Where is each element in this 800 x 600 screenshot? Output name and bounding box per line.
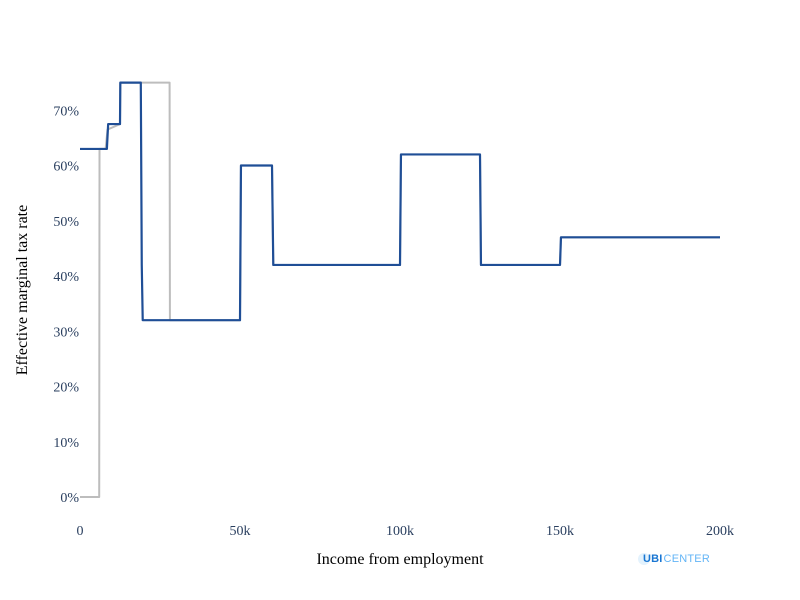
- y-tick-label: 40%: [53, 270, 79, 285]
- y-tick-label: 50%: [53, 215, 79, 230]
- x-tick-label: 0: [77, 524, 84, 539]
- y-tick-label: 20%: [53, 381, 79, 396]
- series-line-1: [80, 81, 720, 498]
- ubi-center-logo: UBI CENTER: [638, 553, 710, 565]
- y-tick-label: 30%: [53, 325, 79, 340]
- x-tick-label: 50k: [230, 524, 251, 539]
- y-axis-title: Effective marginal tax rate: [14, 205, 31, 375]
- y-tick-label: 0%: [60, 491, 79, 506]
- x-tick-label: 200k: [706, 524, 734, 539]
- logo-ubi-text: UBI: [643, 553, 663, 565]
- logo-center-text: CENTER: [663, 553, 710, 565]
- logo-dot-icon: [638, 553, 650, 565]
- x-axis-title: Income from employment: [316, 551, 484, 568]
- y-tick-label: 10%: [53, 436, 79, 451]
- y-tick-label: 60%: [53, 160, 79, 175]
- x-tick-label: 150k: [546, 524, 574, 539]
- series-line-2: [80, 81, 720, 322]
- y-tick-label: 70%: [53, 104, 79, 119]
- x-tick-label: 100k: [386, 524, 414, 539]
